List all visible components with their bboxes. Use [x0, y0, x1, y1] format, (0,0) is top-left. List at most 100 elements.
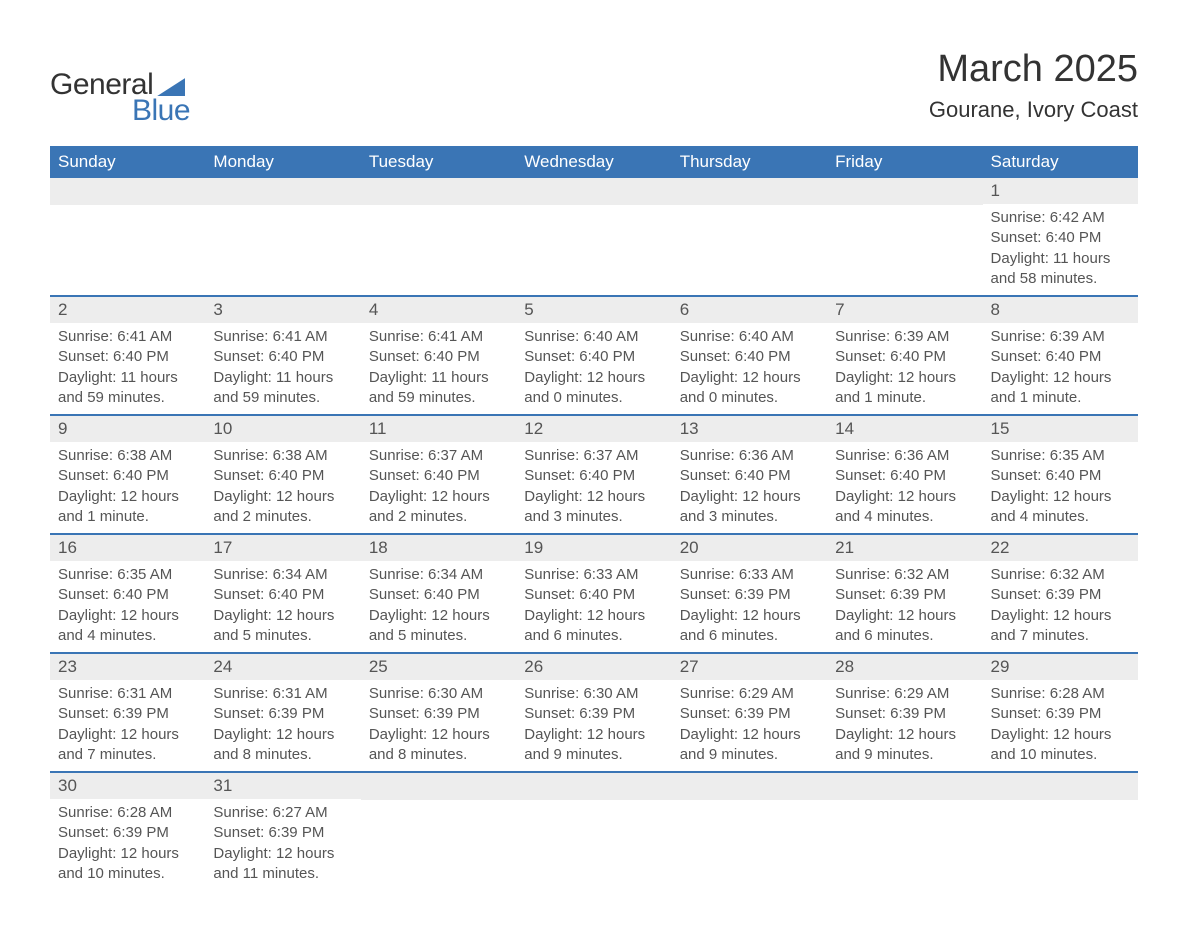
day-number: 1: [983, 178, 1138, 204]
calendar-day-cell: 26Sunrise: 6:30 AMSunset: 6:39 PMDayligh…: [516, 653, 671, 772]
calendar-day-cell: 18Sunrise: 6:34 AMSunset: 6:40 PMDayligh…: [361, 534, 516, 653]
day-number: 21: [827, 535, 982, 561]
logo: General Blue: [50, 68, 190, 128]
day-number: 30: [50, 773, 205, 799]
sunset-line: Sunset: 6:40 PM: [680, 466, 819, 486]
day-number: 23: [50, 654, 205, 680]
day-details: Sunrise: 6:36 AMSunset: 6:40 PMDaylight:…: [827, 442, 982, 533]
calendar-empty-cell: [672, 178, 827, 296]
daylight-line: Daylight: 12 hours and 5 minutes.: [369, 606, 508, 647]
day-details: Sunrise: 6:31 AMSunset: 6:39 PMDaylight:…: [205, 680, 360, 771]
day-number: 12: [516, 416, 671, 442]
day-number: 6: [672, 297, 827, 323]
day-number: 9: [50, 416, 205, 442]
day-details: Sunrise: 6:27 AMSunset: 6:39 PMDaylight:…: [205, 799, 360, 890]
day-number: 15: [983, 416, 1138, 442]
sunset-line: Sunset: 6:40 PM: [58, 347, 197, 367]
day-details: Sunrise: 6:28 AMSunset: 6:39 PMDaylight:…: [50, 799, 205, 890]
sunset-line: Sunset: 6:40 PM: [991, 466, 1130, 486]
day-details: [516, 205, 671, 285]
calendar-empty-cell: [205, 178, 360, 296]
calendar-empty-cell: [361, 178, 516, 296]
sunset-line: Sunset: 6:40 PM: [524, 466, 663, 486]
day-number: 11: [361, 416, 516, 442]
day-details: Sunrise: 6:34 AMSunset: 6:40 PMDaylight:…: [205, 561, 360, 652]
day-number: [827, 773, 982, 800]
daylight-line: Daylight: 12 hours and 8 minutes.: [369, 725, 508, 766]
daylight-line: Daylight: 12 hours and 2 minutes.: [369, 487, 508, 528]
calendar-empty-cell: [516, 178, 671, 296]
calendar-day-cell: 27Sunrise: 6:29 AMSunset: 6:39 PMDayligh…: [672, 653, 827, 772]
calendar-day-cell: 14Sunrise: 6:36 AMSunset: 6:40 PMDayligh…: [827, 415, 982, 534]
weekday-header: Monday: [205, 146, 360, 178]
sunset-line: Sunset: 6:39 PM: [835, 585, 974, 605]
daylight-line: Daylight: 12 hours and 4 minutes.: [835, 487, 974, 528]
day-number: 20: [672, 535, 827, 561]
daylight-line: Daylight: 12 hours and 4 minutes.: [58, 606, 197, 647]
daylight-line: Daylight: 12 hours and 10 minutes.: [991, 725, 1130, 766]
sunrise-line: Sunrise: 6:41 AM: [369, 327, 508, 347]
day-number: 19: [516, 535, 671, 561]
calendar-day-cell: 29Sunrise: 6:28 AMSunset: 6:39 PMDayligh…: [983, 653, 1138, 772]
weekday-header: Wednesday: [516, 146, 671, 178]
daylight-line: Daylight: 11 hours and 59 minutes.: [213, 368, 352, 409]
sunset-line: Sunset: 6:39 PM: [835, 704, 974, 724]
calendar-day-cell: 21Sunrise: 6:32 AMSunset: 6:39 PMDayligh…: [827, 534, 982, 653]
sunrise-line: Sunrise: 6:35 AM: [58, 565, 197, 585]
location-subtitle: Gourane, Ivory Coast: [929, 97, 1138, 123]
calendar-empty-cell: [672, 772, 827, 890]
day-details: [361, 800, 516, 880]
day-number: [516, 773, 671, 800]
calendar-day-cell: 23 Sunrise: 6:31 AMSunset: 6:39 PMDayligh…: [50, 653, 205, 772]
sunset-line: Sunset: 6:40 PM: [991, 228, 1130, 248]
sunset-line: Sunset: 6:39 PM: [991, 585, 1130, 605]
daylight-line: Daylight: 12 hours and 0 minutes.: [680, 368, 819, 409]
day-details: [205, 205, 360, 285]
sunrise-line: Sunrise: 6:27 AM: [213, 803, 352, 823]
calendar-week-row: 23Sunrise: 6:31 AMSunset: 6:39 PMDayligh…: [50, 653, 1138, 772]
calendar-day-cell: 22Sunrise: 6:32 AMSunset: 6:39 PMDayligh…: [983, 534, 1138, 653]
calendar-week-row: 9Sunrise: 6:38 AMSunset: 6:40 PMDaylight…: [50, 415, 1138, 534]
day-details: Sunrise: 6:30 AMSunset: 6:39 PMDaylight:…: [516, 680, 671, 771]
sunset-line: Sunset: 6:39 PM: [58, 704, 197, 724]
sunset-line: Sunset: 6:40 PM: [369, 585, 508, 605]
sunset-line: Sunset: 6:39 PM: [213, 823, 352, 843]
daylight-line: Daylight: 12 hours and 7 minutes.: [58, 725, 197, 766]
sunset-line: Sunset: 6:40 PM: [369, 466, 508, 486]
weekday-header-row: SundayMondayTuesdayWednesdayThursdayFrid…: [50, 146, 1138, 178]
sunrise-line: Sunrise: 6:38 AM: [58, 446, 197, 466]
daylight-line: Daylight: 11 hours and 58 minutes.: [991, 249, 1130, 290]
day-details: [50, 205, 205, 285]
sunrise-line: Sunrise: 6:34 AM: [369, 565, 508, 585]
day-details: [672, 800, 827, 880]
day-number: 10: [205, 416, 360, 442]
sunrise-line: Sunrise: 6:31 AM: [58, 684, 197, 704]
day-details: Sunrise: 6:32 AMSunset: 6:39 PMDaylight:…: [827, 561, 982, 652]
calendar-empty-cell: [516, 772, 671, 890]
sunrise-line: Sunrise: 6:41 AM: [58, 327, 197, 347]
daylight-line: Daylight: 12 hours and 7 minutes.: [991, 606, 1130, 647]
day-number: [361, 773, 516, 800]
calendar-day-cell: 4Sunrise: 6:41 AMSunset: 6:40 PMDaylight…: [361, 296, 516, 415]
calendar-day-cell: 13Sunrise: 6:36 AMSunset: 6:40 PMDayligh…: [672, 415, 827, 534]
day-number: [50, 178, 205, 205]
day-number: [983, 773, 1138, 800]
daylight-line: Daylight: 12 hours and 8 minutes.: [213, 725, 352, 766]
page-header: General Blue March 2025 Gourane, Ivory C…: [50, 48, 1138, 128]
daylight-line: Daylight: 12 hours and 6 minutes.: [835, 606, 974, 647]
day-details: Sunrise: 6:34 AMSunset: 6:40 PMDaylight:…: [361, 561, 516, 652]
day-details: Sunrise: 6:41 AMSunset: 6:40 PMDaylight:…: [205, 323, 360, 414]
title-block: March 2025 Gourane, Ivory Coast: [929, 48, 1138, 123]
day-details: [827, 205, 982, 285]
sunrise-line: Sunrise: 6:32 AM: [991, 565, 1130, 585]
day-number: [516, 178, 671, 205]
sunset-line: Sunset: 6:39 PM: [524, 704, 663, 724]
calendar-day-cell: 28Sunrise: 6:29 AMSunset: 6:39 PMDayligh…: [827, 653, 982, 772]
day-number: 31: [205, 773, 360, 799]
day-number: 29: [983, 654, 1138, 680]
sunrise-line: Sunrise: 6:29 AM: [835, 684, 974, 704]
day-details: Sunrise: 6:39 AMSunset: 6:40 PMDaylight:…: [827, 323, 982, 414]
sunset-line: Sunset: 6:40 PM: [213, 585, 352, 605]
daylight-line: Daylight: 12 hours and 5 minutes.: [213, 606, 352, 647]
day-details: Sunrise: 6:38 AMSunset: 6:40 PMDaylight:…: [50, 442, 205, 533]
